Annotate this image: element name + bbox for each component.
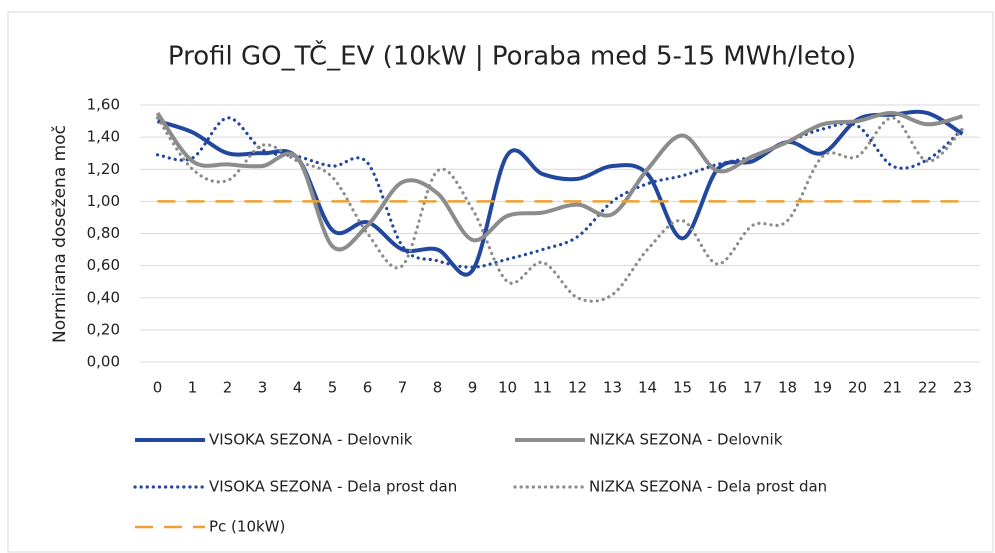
series-line bbox=[155, 116, 965, 303]
x-tick-label: 17 bbox=[743, 379, 762, 397]
x-tick-label: 16 bbox=[708, 379, 727, 397]
y-tick-label: 1,40 bbox=[87, 128, 120, 146]
x-tick-label: 18 bbox=[778, 379, 797, 397]
series-line bbox=[155, 111, 964, 252]
series-line bbox=[155, 116, 965, 269]
y-tick-label: 0,60 bbox=[87, 256, 120, 274]
x-tick-label: 1 bbox=[188, 379, 198, 397]
x-tick-label: 2 bbox=[223, 379, 233, 397]
legend-label: VISOKA SEZONA - Dela prost dan bbox=[209, 478, 457, 496]
x-tick-label: 8 bbox=[433, 379, 443, 397]
x-tick-label: 3 bbox=[258, 379, 268, 397]
x-tick-label: 20 bbox=[848, 379, 867, 397]
chart-title: Profil GO_TČ_EV (10kW | Poraba med 5-15 … bbox=[168, 40, 856, 72]
x-tick-label: 13 bbox=[603, 379, 622, 397]
y-tick-label: 1,60 bbox=[87, 96, 120, 114]
x-tick-label: 9 bbox=[468, 379, 478, 397]
x-tick-label: 14 bbox=[638, 379, 657, 397]
y-tick-label: 1,20 bbox=[87, 160, 120, 178]
x-tick-label: 22 bbox=[918, 379, 937, 397]
legend-label: NIZKA SEZONA - Delovnik bbox=[589, 431, 783, 449]
x-tick-label: 21 bbox=[883, 379, 902, 397]
legend-label: Pc (10kW) bbox=[209, 518, 285, 536]
y-tick-label: 0,00 bbox=[87, 353, 120, 371]
legend-label: VISOKA SEZONA - Delovnik bbox=[209, 431, 413, 449]
x-tick-label: 10 bbox=[498, 379, 517, 397]
y-tick-label: 1,00 bbox=[87, 192, 120, 210]
chart-frame bbox=[7, 11, 994, 553]
legend-label: NIZKA SEZONA - Dela prost dan bbox=[589, 478, 827, 496]
y-tick-label: 0,20 bbox=[87, 320, 120, 338]
x-tick-label: 4 bbox=[293, 379, 303, 397]
x-tick-label: 7 bbox=[398, 379, 408, 397]
x-tick-label: 12 bbox=[568, 379, 587, 397]
x-tick-label: 0 bbox=[153, 379, 163, 397]
y-axis-label: Normirana dosežena moč bbox=[50, 125, 70, 343]
x-tick-label: 6 bbox=[363, 379, 373, 397]
x-tick-label: 11 bbox=[533, 379, 552, 397]
x-tick-label: 15 bbox=[673, 379, 692, 397]
x-tick-label: 5 bbox=[328, 379, 338, 397]
x-tick-label: 19 bbox=[813, 379, 832, 397]
y-tick-label: 0,40 bbox=[87, 288, 120, 306]
y-tick-label: 0,80 bbox=[87, 224, 120, 242]
x-tick-label: 23 bbox=[953, 379, 972, 397]
